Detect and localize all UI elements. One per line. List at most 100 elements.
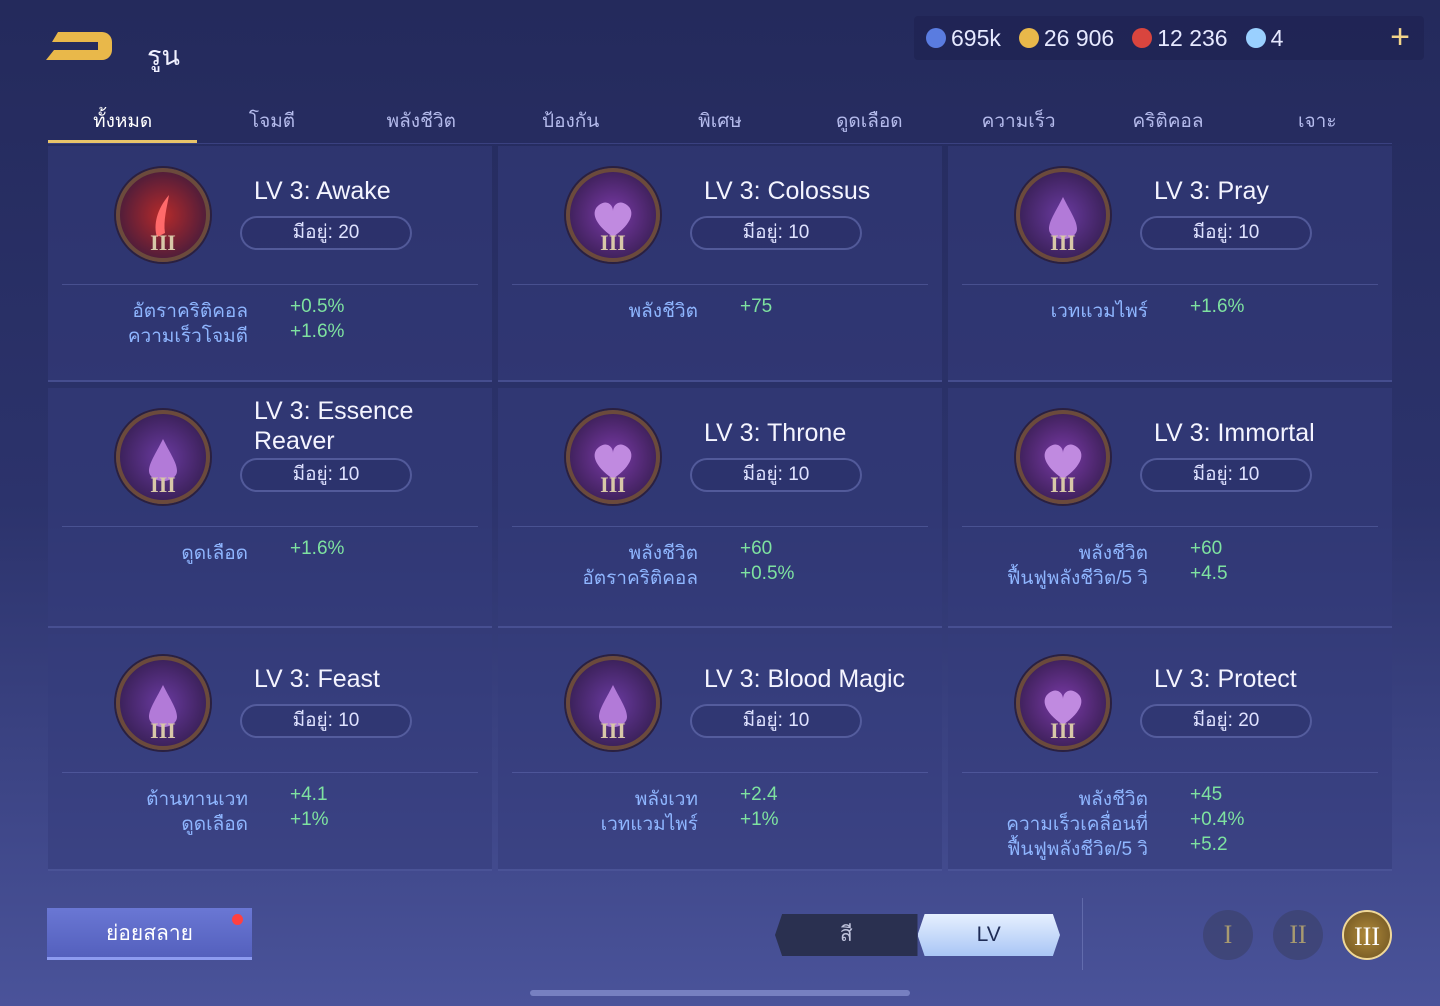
rune-card[interactable]: III LV 3: Throne มีอยู่: 10 พลังชีวิต +60… (498, 388, 942, 628)
rune-emblem: III (116, 410, 210, 504)
sort-toggle: สี LV (775, 914, 1060, 956)
tab-0[interactable]: ทั้งหมด (48, 98, 198, 143)
tab-1[interactable]: โจมตี (248, 111, 296, 132)
rune-card[interactable]: III LV 3: Awake มีอยู่: 20 อัตราคริติคอล… (48, 146, 492, 382)
drop-icon (149, 685, 177, 727)
divider (62, 772, 478, 773)
rune-emblem: III (1016, 656, 1110, 750)
divider (512, 284, 928, 285)
divider (512, 526, 928, 527)
rune-name: LV 3: Protect (1154, 665, 1297, 693)
owned-count: มีอยู่: 10 (690, 704, 862, 738)
drop-icon (1049, 197, 1077, 239)
sort-color-button[interactable]: สี (775, 914, 918, 956)
tab-6[interactable]: ความเร็ว (981, 111, 1056, 132)
rune-card[interactable]: III LV 3: Feast มีอยู่: 10 ต้านทานเวท +4.… (48, 634, 492, 871)
stat-row: อัตราคริติคอล +0.5% (132, 296, 345, 322)
rune-name: LV 3: Pray (1154, 177, 1269, 205)
stat-row: พลังชีวิต +60 (628, 538, 773, 564)
rune-stats: ดูดเลือด +1.6% (48, 538, 492, 564)
owned-count: มีอยู่: 10 (690, 216, 862, 250)
rune-stats: พลังชีวิต +45 ความเร็วเคลื่อนที่ +0.4% ฟื้นฟ… (948, 784, 1392, 860)
owned-count: มีอยู่: 10 (1140, 216, 1312, 250)
tab-3[interactable]: ป้องกัน (542, 111, 600, 132)
blue-card-icon (1245, 28, 1266, 48)
divider (962, 526, 1378, 527)
divider (512, 772, 928, 773)
stat-row: เวทแวมไพร์ +1% (600, 809, 779, 835)
rune-name: LV 3: Essence Reaver (254, 397, 414, 455)
rune-emblem: III (566, 168, 660, 262)
tab-4[interactable]: พิเศษ (698, 111, 742, 132)
stat-row: พลังชีวิต +60 (1078, 538, 1223, 564)
rune-card[interactable]: III LV 3: Blood Magic มีอยู่: 10 พลังเวท… (498, 634, 942, 871)
heart-icon (1044, 444, 1082, 479)
rune-stats: อัตราคริติคอล +0.5% ความเร็วโจมตี +1.6% (48, 296, 492, 347)
resource-item: 12 236 (1132, 25, 1228, 52)
divider (962, 772, 1378, 773)
blade-icon (155, 195, 169, 237)
tab-8[interactable]: เจาะ (1298, 111, 1337, 132)
resource-item: 695k (926, 25, 1001, 52)
owned-count: มีอยู่: 10 (690, 458, 862, 492)
rune-card[interactable]: III LV 3: Colossus มีอยู่: 10 พลังชีวิต +… (498, 146, 942, 382)
rune-emblem: III (566, 656, 660, 750)
level-filter-1[interactable]: I (1203, 910, 1253, 960)
drop-icon (599, 685, 627, 727)
tab-2[interactable]: พลังชีวิต (386, 111, 456, 132)
level-filter-3[interactable]: III (1342, 910, 1392, 960)
divider (62, 284, 478, 285)
resource-bar: 695k 26 906 12 236 4 (914, 16, 1424, 60)
stat-row: ความเร็วเคลื่อนที่ +0.4% (1006, 809, 1245, 835)
rune-stats: ต้านทานเวท +4.1 ดูดเลือด +1% (48, 784, 492, 835)
rune-stats: พลังชีวิต +60 อัตราคริติคอล +0.5% (498, 538, 942, 589)
sort-lv-button[interactable]: LV (917, 914, 1060, 956)
resource-item: 26 906 (1018, 25, 1114, 52)
category-tabs: ทั้งหมด โจมตี พลังชีวิต ป้องกัน พิเศษ ดูดเลือ… (48, 98, 1392, 144)
stat-row: ฟื้นฟูพลังชีวิต/5 วิ +4.5 (1006, 563, 1228, 589)
stat-row: อัตราคริติคอล +0.5% (582, 563, 795, 589)
rune-emblem: III (1016, 168, 1110, 262)
rune-name: LV 3: Awake (254, 177, 391, 205)
rune-emblem: III (116, 168, 210, 262)
disassemble-button[interactable]: ย่อยสลาย (47, 908, 252, 960)
rune-card[interactable]: III LV 3: Protect มีอยู่: 20 พลังชีวิต +4… (948, 634, 1392, 871)
stat-row: ดูดเลือด +1% (181, 809, 329, 835)
rune-emblem: III (1016, 410, 1110, 504)
rune-name: LV 3: Immortal (1154, 419, 1315, 447)
rune-emblem: III (116, 656, 210, 750)
owned-count: มีอยู่: 10 (240, 458, 412, 492)
stat-row: พลังเวท +2.4 (634, 784, 778, 810)
rune-name: LV 3: Blood Magic (704, 665, 906, 693)
scrollbar[interactable] (530, 990, 910, 996)
rune-emblem: III (566, 410, 660, 504)
rune-card[interactable]: III LV 3: Immortal มีอยู่: 10 พลังชีวิต +… (948, 388, 1392, 628)
rune-stats: พลังชีวิต +60 ฟื้นฟูพลังชีวิต/5 วิ +4.5 (948, 538, 1392, 589)
owned-count: มีอยู่: 20 (1140, 704, 1312, 738)
divider (962, 284, 1378, 285)
resource-item: 4 (1245, 25, 1283, 52)
divider (62, 526, 478, 527)
rune-name: LV 3: Feast (254, 665, 380, 693)
rune-card[interactable]: III LV 3: Essence Reaver มีอยู่: 10 ดูดเ… (48, 388, 492, 628)
rune-name: LV 3: Throne (704, 419, 847, 447)
drop-icon (149, 439, 177, 481)
stat-row: พลังชีวิต +45 (1078, 784, 1223, 810)
red-gem-icon (1132, 28, 1153, 48)
notification-dot (232, 914, 243, 925)
rune-stats: เวทแวมไพร์ +1.6% (948, 296, 1392, 322)
rune-name: LV 3: Colossus (704, 177, 871, 205)
add-resource-button[interactable]: + (1390, 18, 1410, 56)
rune-grid: III LV 3: Awake มีอยู่: 20 อัตราคริติคอล… (48, 146, 1392, 871)
tab-7[interactable]: คริติคอล (1132, 111, 1204, 132)
tab-5[interactable]: ดูดเลือด (836, 111, 903, 132)
owned-count: มีอยู่: 10 (240, 704, 412, 738)
level-filter-2[interactable]: II (1273, 910, 1323, 960)
owned-count: มีอยู่: 20 (240, 216, 412, 250)
stat-row: ดูดเลือด +1.6% (181, 538, 345, 564)
stat-row: ความเร็วโจมตี +1.6% (127, 321, 345, 347)
back-icon[interactable] (44, 28, 116, 64)
gold-coin-icon (1018, 28, 1039, 48)
rune-card[interactable]: III LV 3: Pray มีอยู่: 10 เวทแวมไพร์ +1.6… (948, 146, 1392, 382)
heart-icon (594, 444, 632, 479)
